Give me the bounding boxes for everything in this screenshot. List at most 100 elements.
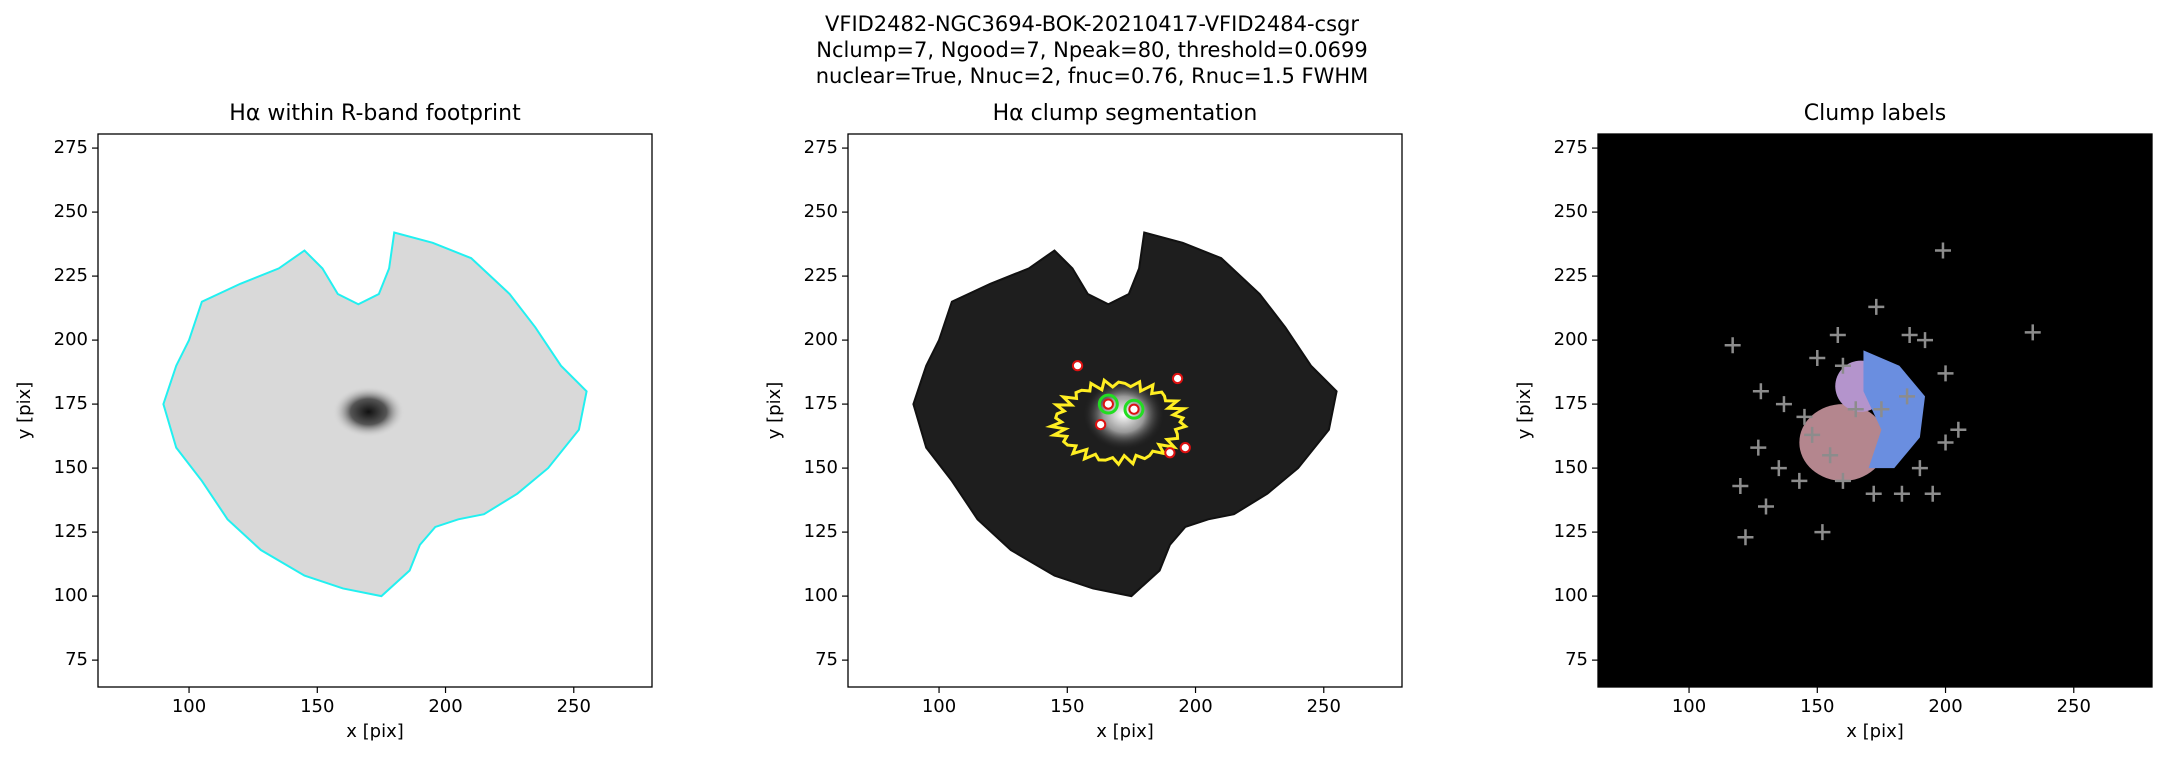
peak-marker [1724,337,1741,354]
figure-title: Nclump=7, Ngood=7, Npeak=80, threshold=0… [816,38,1368,62]
y-tick-label: 100 [54,585,88,606]
x-tick-label: 150 [300,696,334,717]
panel-title: Hα clump segmentation [993,101,1258,126]
x-tick-label: 200 [1928,696,1962,717]
clump [1165,448,1174,457]
panel-title: Hα within R-band footprint [229,101,521,126]
clump [1073,361,1082,370]
axes-frame [847,133,1403,688]
y-tick-label: 150 [54,457,88,478]
panel-title: Clump labels [1804,101,1946,126]
x-tick-label: 250 [1307,696,1341,717]
peak-marker [1937,365,1954,382]
peak-marker [2024,324,2041,341]
y-tick-label: 225 [54,265,88,286]
core [332,386,405,438]
peak-marker [1899,388,1916,405]
x-tick-label: 100 [1672,696,1706,717]
y-tick-label: 150 [804,457,838,478]
axes-frame [97,133,653,688]
peak-marker [1924,485,1941,502]
peak-marker [1834,472,1851,489]
y-tick-label: 150 [1554,457,1588,478]
plot-area [848,134,1402,687]
y-tick-label: 125 [54,521,88,542]
peak-marker [1847,401,1864,418]
peak-marker [1865,485,1882,502]
peak-marker [1868,298,1885,315]
x-tick-label: 250 [557,696,591,717]
y-tick-label: 225 [804,265,838,286]
x-axis-label: x [pix] [1846,721,1904,742]
clump [1181,443,1190,452]
y-tick-label: 200 [804,329,838,350]
y-tick-label: 250 [804,201,838,222]
y-axis-label: y [pix] [764,382,785,440]
peak-marker [1796,408,1813,425]
peak-marker [1934,242,1951,259]
x-axis-label: x [pix] [1096,721,1154,742]
label-region [1799,404,1887,481]
peak-marker [1834,357,1851,374]
x-tick-label: 250 [2057,696,2091,717]
x-tick-label: 100 [172,696,206,717]
peak-marker [1822,447,1839,464]
x-axis-label: x [pix] [346,721,404,742]
y-tick-label: 175 [1554,393,1588,414]
y-tick-label: 200 [1554,329,1588,350]
plot-area [98,134,652,687]
peak-marker [1770,460,1787,477]
y-tick-label: 275 [804,137,838,158]
y-tick-label: 250 [54,201,88,222]
nucleus [1099,395,1117,413]
peak-marker [1732,478,1749,495]
peak-marker [1829,326,1846,343]
nucleus [1125,400,1143,418]
y-tick-label: 125 [804,521,838,542]
image [163,233,586,597]
peak-marker [1873,401,1890,418]
peak-marker [1791,472,1808,489]
y-tick-label: 275 [54,137,88,158]
peak-marker [1750,439,1767,456]
peak-marker [1917,332,1934,349]
peak-marker [1901,326,1918,343]
peak-marker [1737,529,1754,546]
y-tick-label: 275 [1554,137,1588,158]
peak-marker [1752,383,1769,400]
y-tick-label: 200 [54,329,88,350]
peak-marker [1814,524,1831,541]
y-tick-label: 100 [1554,585,1588,606]
y-axis-label: y [pix] [14,382,35,440]
peak-marker [1911,460,1928,477]
y-tick-label: 75 [65,649,88,670]
peak-marker [1758,498,1774,515]
figure-title: VFID2482-NGC3694-BOK-20210417-VFID2484-c… [825,12,1359,36]
peak-marker [1775,396,1792,413]
segment-contour [1051,380,1186,464]
y-tick-label: 75 [1565,649,1588,670]
axes-frame [1597,133,2153,688]
label-region [1863,350,1926,469]
figure-title: nuclear=True, Nnuc=2, fnuc=0.76, Rnuc=1.… [816,64,1369,88]
plot-area [1598,134,2152,687]
image [1799,350,1926,481]
peak-marker [1809,350,1826,367]
y-tick-label: 100 [804,585,838,606]
clump [1104,399,1113,408]
y-tick-label: 75 [815,649,838,670]
x-tick-label: 150 [1050,696,1084,717]
y-tick-label: 175 [804,393,838,414]
clump [1129,405,1138,414]
x-tick-label: 200 [428,696,462,717]
x-tick-label: 100 [922,696,956,717]
peak-marker [1937,434,1954,451]
y-tick-label: 250 [1554,201,1588,222]
image [913,233,1336,597]
peak-marker [1950,421,1967,438]
clump [1096,420,1105,429]
x-tick-label: 200 [1178,696,1212,717]
peak-marker [1893,485,1910,502]
y-axis-label: y [pix] [1514,382,1535,440]
